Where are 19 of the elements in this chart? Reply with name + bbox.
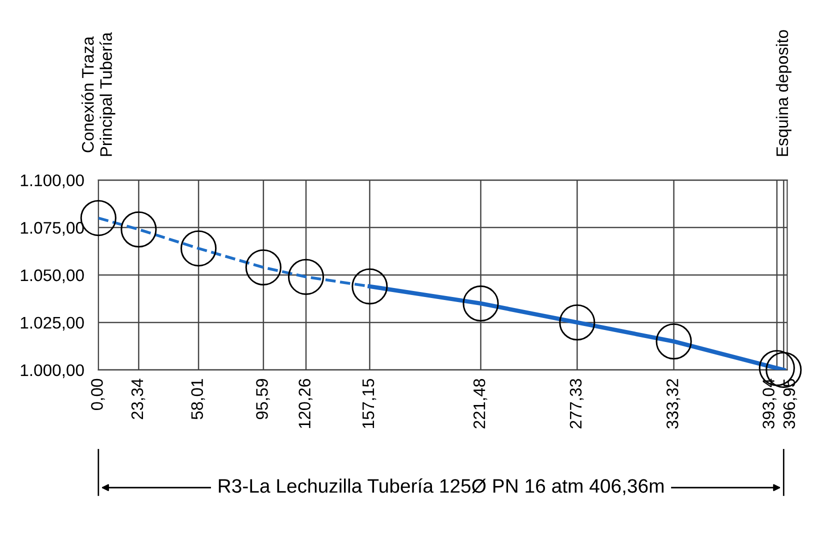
x-tick-label: 221,48 (473, 378, 488, 428)
x-tick-label: 396,95 (783, 378, 798, 429)
text: Conexión Traza Principal Tubería (81, 32, 116, 156)
y-tick-label: 1.100,00 (20, 174, 84, 188)
y-tick-label: 1.075,00 (20, 222, 84, 236)
x-tick-label: 23,34 (131, 378, 146, 420)
x-tick-label: 333,32 (666, 379, 680, 429)
x-tick-label: 277,33 (570, 378, 584, 428)
x-tick-label: 0,00 (91, 378, 105, 410)
x-tick-label: 120,26 (298, 378, 312, 428)
x-tick-label: 393,04 (762, 378, 776, 429)
x-tick-label: 58,01 (191, 379, 205, 420)
x-tick-label: 95,59 (256, 379, 270, 420)
text: Esquina deposito (776, 30, 792, 156)
text: R3-La Lechuzilla Tubería 125Ø PN 16 atm 406,36m (218, 478, 664, 496)
y-tick-label: 1.050,00 (20, 269, 84, 284)
x-tick-label: 157,15 (362, 378, 376, 428)
y-tick-label: 1.025,00 (20, 316, 84, 331)
y-tick-label: 1.000,00 (20, 364, 84, 378)
